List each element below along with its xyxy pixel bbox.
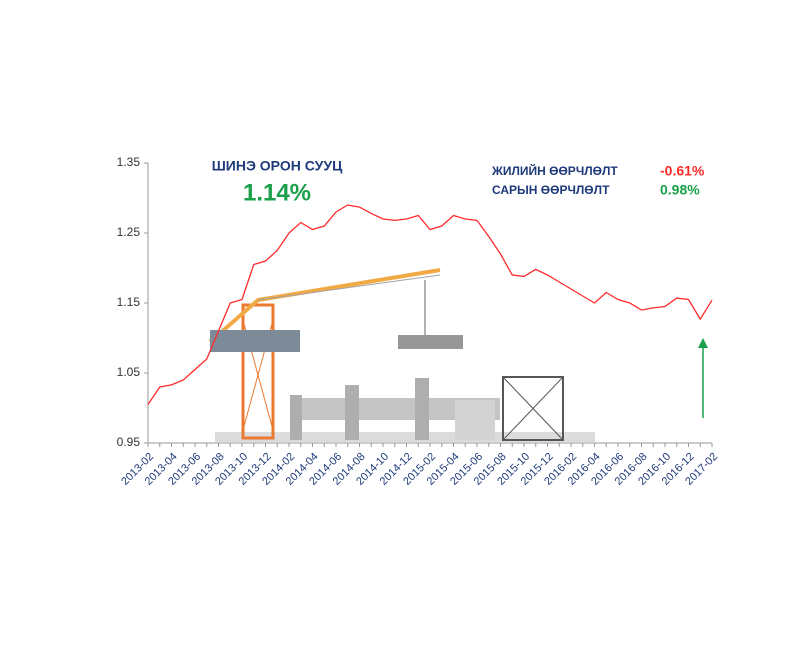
y-tick-label: 1.35 <box>117 155 141 169</box>
line-series <box>147 204 713 405</box>
annotation: 0.98% <box>660 182 700 198</box>
y-tick-label: 1.25 <box>117 225 141 239</box>
y-tick-label: 1.05 <box>117 365 141 379</box>
headline-value: 1.14% <box>243 179 311 206</box>
annotation: САРЫН ӨӨРЧЛӨЛТ <box>492 183 610 197</box>
illustration <box>208 268 595 442</box>
chart-title: ШИНЭ ОРОН СУУЦ <box>212 158 343 174</box>
y-tick-label: 0.95 <box>117 435 141 449</box>
annotation: ЖИЛИЙН ӨӨРЧЛӨЛТ <box>491 163 618 178</box>
y-tick-label: 1.15 <box>117 295 141 309</box>
arrow <box>698 338 708 418</box>
annotation: -0.61% <box>660 163 705 179</box>
